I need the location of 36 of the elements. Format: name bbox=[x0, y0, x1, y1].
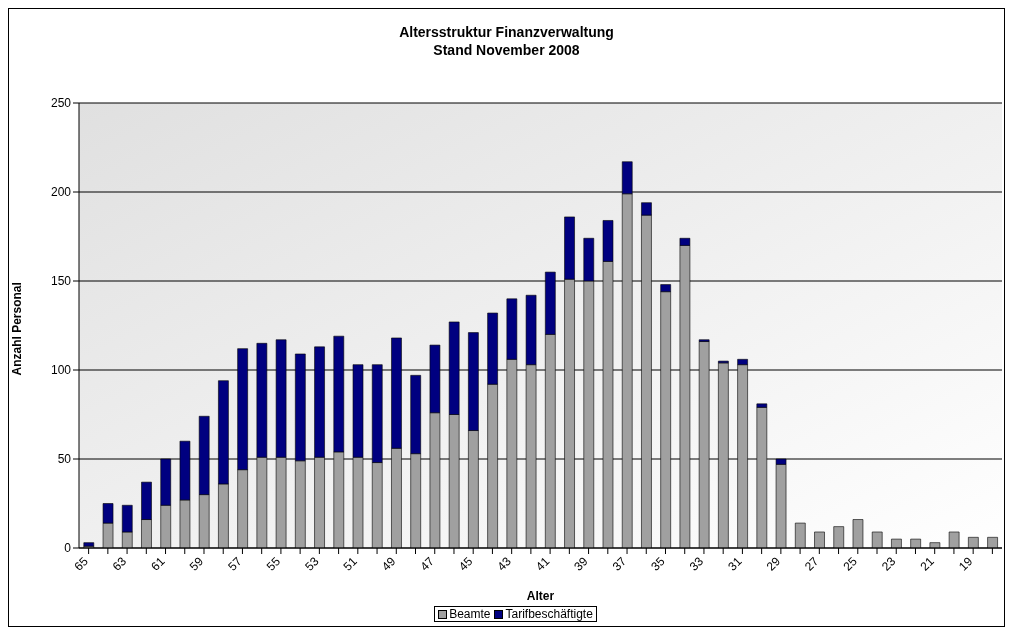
x-tick-label: 47 bbox=[417, 554, 438, 574]
x-tick-label: 19 bbox=[955, 554, 976, 574]
x-tick-label: 39 bbox=[571, 554, 591, 574]
legend-label: Tarifbeschäftigte bbox=[504, 607, 593, 621]
x-tick-label: 49 bbox=[379, 554, 399, 574]
chart-title: Altersstruktur Finanzverwaltung bbox=[398, 23, 615, 41]
x-tick-label: 57 bbox=[225, 554, 245, 574]
x-tick-label: 27 bbox=[802, 554, 822, 574]
x-tick-label: 53 bbox=[302, 554, 322, 574]
legend-label: Beamte bbox=[448, 607, 491, 621]
x-tick-label: 41 bbox=[532, 554, 553, 574]
x-tick-label: 59 bbox=[186, 554, 207, 574]
y-tick-label: 100 bbox=[50, 363, 72, 378]
x-tick-label: 51 bbox=[340, 554, 361, 574]
x-tick-label: 25 bbox=[840, 554, 861, 574]
x-axis-title: Alter bbox=[526, 589, 555, 603]
x-tick-label: 45 bbox=[455, 554, 476, 574]
y-tick-label: 150 bbox=[50, 274, 72, 289]
x-tick-label: 31 bbox=[725, 554, 745, 574]
x-tick-label: 21 bbox=[917, 554, 938, 574]
x-tick-label: 61 bbox=[148, 554, 168, 574]
y-tick-label: 50 bbox=[57, 452, 72, 467]
x-tick-label: 23 bbox=[879, 554, 899, 574]
x-tick-label: 63 bbox=[109, 554, 130, 574]
chart-subtitle: Stand November 2008 bbox=[432, 41, 581, 59]
x-tick-label: 33 bbox=[686, 554, 707, 574]
x-tick-label: 55 bbox=[263, 554, 284, 574]
y-tick-label: 250 bbox=[50, 96, 72, 111]
y-tick-label: 200 bbox=[50, 185, 72, 200]
x-tick-label: 43 bbox=[494, 554, 514, 574]
x-tick-label: 65 bbox=[71, 554, 91, 574]
x-tick-label: 37 bbox=[609, 554, 630, 574]
x-tick-label: 35 bbox=[648, 554, 668, 574]
y-tick-label: 0 bbox=[64, 541, 72, 556]
x-tick-label: 29 bbox=[763, 554, 784, 574]
y-axis-title: Anzahl Personal bbox=[10, 282, 25, 376]
